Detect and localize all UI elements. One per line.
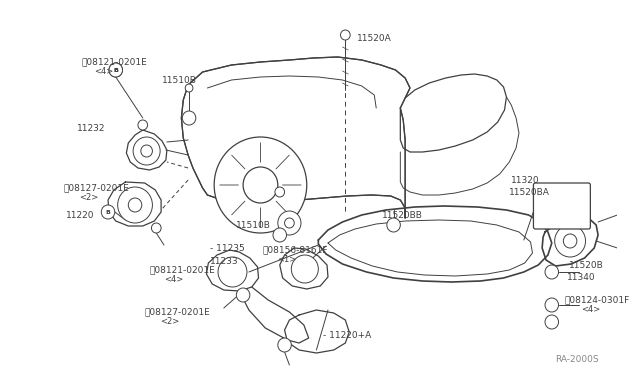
Circle shape	[214, 137, 307, 233]
Text: ⒱08127-0201E: ⒱08127-0201E	[63, 183, 129, 192]
Text: ⒱08124-0301F: ⒱08124-0301F	[564, 295, 630, 305]
Circle shape	[236, 288, 250, 302]
Polygon shape	[239, 287, 308, 343]
Circle shape	[128, 198, 142, 212]
Circle shape	[133, 137, 160, 165]
Circle shape	[548, 192, 575, 220]
Text: <4>: <4>	[95, 67, 114, 76]
Circle shape	[278, 211, 301, 235]
Text: 11233: 11233	[211, 257, 239, 266]
Circle shape	[275, 187, 285, 197]
Circle shape	[101, 205, 115, 219]
Text: B: B	[113, 67, 118, 73]
Text: ⒱08121-0201E: ⒱08121-0201E	[81, 58, 147, 67]
Text: 11520BA: 11520BA	[509, 187, 550, 196]
Circle shape	[563, 234, 577, 248]
Text: 11520B: 11520B	[569, 260, 604, 269]
Polygon shape	[401, 74, 506, 152]
Text: ⒱08156-8161F: ⒱08156-8161F	[262, 246, 328, 254]
Circle shape	[387, 218, 401, 232]
Text: - 11235: - 11235	[211, 244, 245, 253]
Polygon shape	[207, 250, 259, 291]
Text: ⒱08121-0201E: ⒱08121-0201E	[150, 266, 215, 275]
Circle shape	[278, 338, 291, 352]
Circle shape	[273, 228, 287, 242]
Polygon shape	[542, 217, 598, 266]
Circle shape	[182, 111, 196, 125]
Text: B: B	[106, 209, 111, 215]
Text: 11510B: 11510B	[236, 221, 271, 230]
Text: ⒱08127-0201E: ⒱08127-0201E	[145, 308, 211, 317]
Text: 11220: 11220	[65, 211, 94, 219]
FancyBboxPatch shape	[534, 183, 590, 229]
Circle shape	[218, 257, 247, 287]
Polygon shape	[318, 206, 552, 282]
Polygon shape	[181, 57, 410, 218]
Text: 11520A: 11520A	[357, 33, 392, 42]
Text: 11510B: 11510B	[162, 76, 197, 84]
Text: <2>: <2>	[79, 192, 99, 202]
Circle shape	[138, 120, 148, 130]
Text: RA-2000S: RA-2000S	[555, 356, 598, 365]
Text: 11320: 11320	[511, 176, 540, 185]
Circle shape	[555, 225, 586, 257]
Circle shape	[152, 223, 161, 233]
Text: 11340: 11340	[567, 273, 596, 282]
Text: B: B	[113, 67, 118, 73]
Text: - 11220+A: - 11220+A	[323, 330, 371, 340]
Text: <2>: <2>	[160, 317, 179, 326]
Circle shape	[340, 30, 350, 40]
Polygon shape	[280, 248, 328, 289]
Circle shape	[118, 187, 152, 223]
Circle shape	[141, 145, 152, 157]
Text: <4>: <4>	[580, 305, 600, 314]
Text: 11232: 11232	[77, 124, 106, 132]
Text: <1>: <1>	[277, 254, 296, 263]
Circle shape	[545, 315, 559, 329]
Circle shape	[556, 200, 567, 212]
Circle shape	[545, 265, 559, 279]
Text: <4>: <4>	[164, 275, 183, 283]
Circle shape	[545, 298, 559, 312]
Polygon shape	[126, 130, 167, 170]
Circle shape	[109, 63, 122, 77]
Circle shape	[291, 255, 318, 283]
Polygon shape	[285, 310, 349, 353]
Polygon shape	[108, 182, 161, 226]
Text: 11520BB: 11520BB	[382, 211, 423, 219]
Circle shape	[285, 218, 294, 228]
Circle shape	[109, 63, 122, 77]
Circle shape	[243, 167, 278, 203]
Circle shape	[185, 84, 193, 92]
